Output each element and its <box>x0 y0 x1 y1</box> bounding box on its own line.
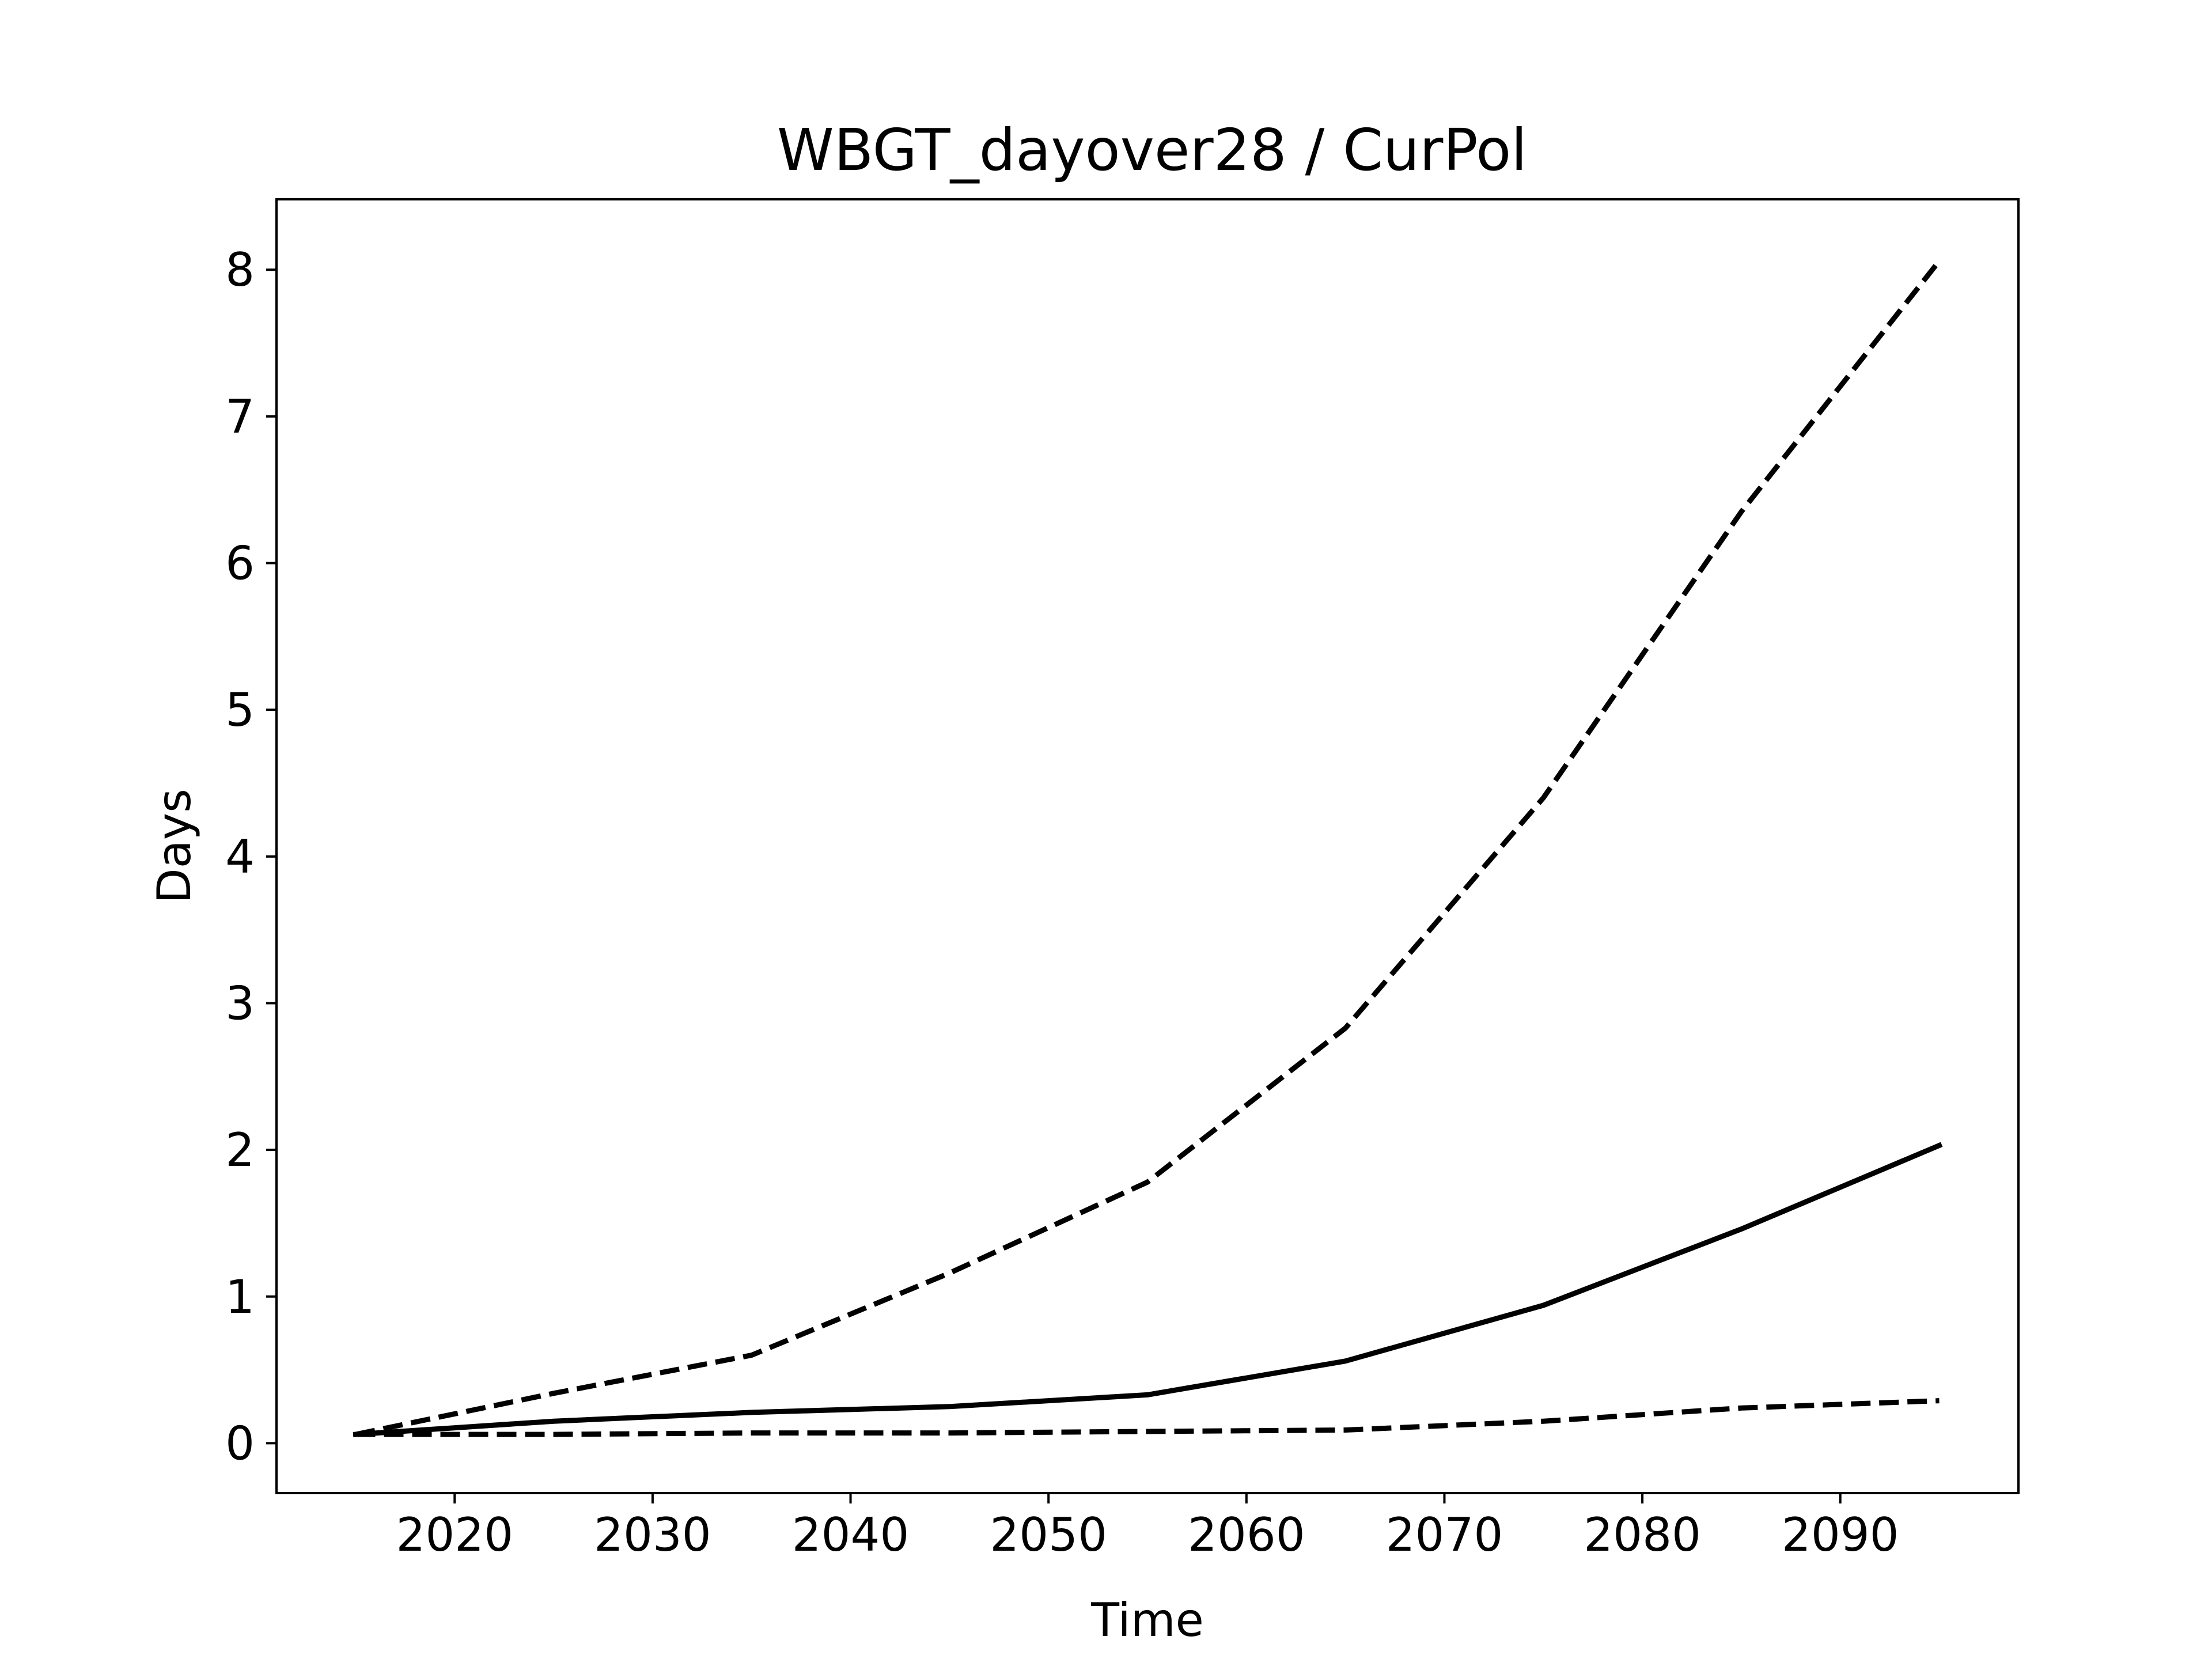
y-tick-label: 8 <box>225 243 255 297</box>
y-tick-label: 5 <box>225 683 255 737</box>
y-tick-label: 4 <box>225 830 255 884</box>
dashed-series-line-0 <box>355 259 1942 1437</box>
y-axis-label: Days <box>147 789 201 904</box>
x-axis-label: Time <box>1090 1593 1204 1647</box>
y-axis: 0 1 2 3 4 5 6 7 8 <box>225 243 276 1470</box>
x-axis: 2020 2030 2040 2050 2060 2070 2080 2090 <box>396 1493 1899 1562</box>
x-tick-label: 2030 <box>594 1508 711 1562</box>
solid-series-line-1 <box>353 1142 1943 1437</box>
y-tick-label: 7 <box>225 390 255 444</box>
x-tick-label: 2050 <box>990 1508 1107 1562</box>
series-layer <box>353 259 1943 1437</box>
y-tick-label: 0 <box>225 1416 255 1470</box>
plot-area-frame <box>275 198 2020 1494</box>
x-tick-label: 2080 <box>1584 1508 1701 1562</box>
chart-title: WBGT_dayover28 / CurPol <box>777 116 1527 184</box>
y-tick-label: 1 <box>225 1270 255 1324</box>
dashed-series-line-2 <box>355 1398 1940 1437</box>
y-tick-label: 3 <box>225 976 255 1030</box>
x-tick-label: 2090 <box>1782 1508 1899 1562</box>
x-tick-label: 2040 <box>792 1508 910 1562</box>
x-tick-label: 2060 <box>1188 1508 1305 1562</box>
y-tick-label: 2 <box>225 1123 255 1177</box>
x-tick-label: 2020 <box>396 1508 513 1562</box>
y-tick-label: 6 <box>225 537 255 590</box>
x-tick-label: 2070 <box>1386 1508 1503 1562</box>
